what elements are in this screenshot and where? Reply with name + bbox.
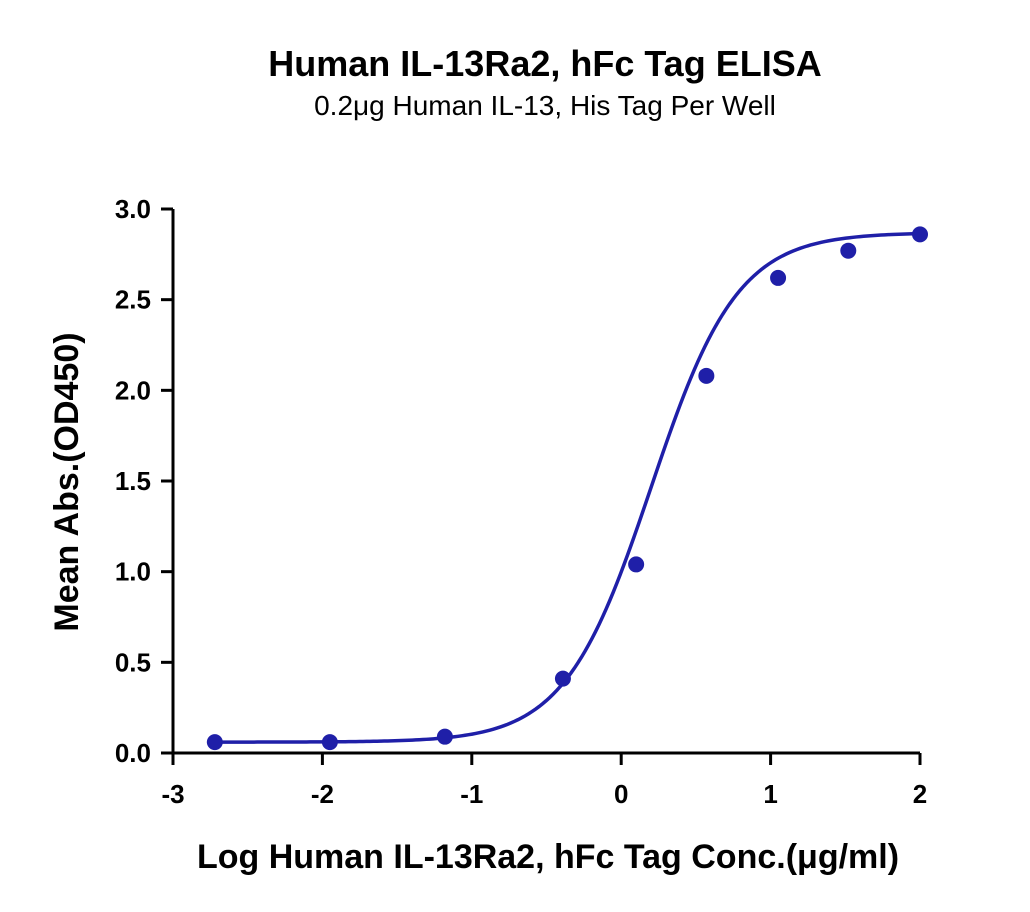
fit-curve — [214, 231, 921, 744]
y-tick-label: 1.5 — [115, 466, 151, 496]
data-point — [770, 269, 787, 286]
x-tick-label: -3 — [161, 779, 184, 809]
data-point — [206, 734, 223, 751]
y-tick-label: 0.0 — [115, 738, 151, 768]
data-point — [840, 242, 857, 259]
chart-subtitle: 0.2μg Human IL-13, His Tag Per Well — [314, 90, 776, 121]
chart-title: Human IL-13Ra2, hFc Tag ELISA — [268, 43, 821, 84]
axes — [171, 209, 920, 755]
data-point — [698, 367, 715, 384]
data-point — [321, 734, 338, 751]
y-tick-label: 0.5 — [115, 647, 151, 677]
y-axis-label: Mean Abs.(OD450) — [48, 332, 86, 631]
x-axis-label: Log Human IL-13Ra2, hFc Tag Conc.(μg/ml) — [197, 838, 899, 876]
x-tick-label: 2 — [913, 779, 927, 809]
y-ticks: 0.0 0.5 1.0 1.5 2.0 2.5 3.0 — [115, 194, 173, 768]
x-tick-label: 1 — [763, 779, 777, 809]
data-point — [628, 556, 645, 573]
data-point — [554, 670, 571, 687]
y-tick-label: 3.0 — [115, 194, 151, 224]
x-tick-label: -2 — [311, 779, 334, 809]
data-points — [206, 226, 928, 751]
y-tick-label: 1.0 — [115, 557, 151, 587]
x-tick-label: 0 — [614, 779, 628, 809]
data-point — [912, 226, 928, 243]
x-tick-label: -1 — [460, 779, 483, 809]
data-point — [436, 728, 453, 745]
y-tick-label: 2.5 — [115, 285, 151, 315]
x-ticks: -3 -2 -1 0 1 2 — [161, 753, 927, 809]
y-tick-label: 2.0 — [115, 375, 151, 405]
